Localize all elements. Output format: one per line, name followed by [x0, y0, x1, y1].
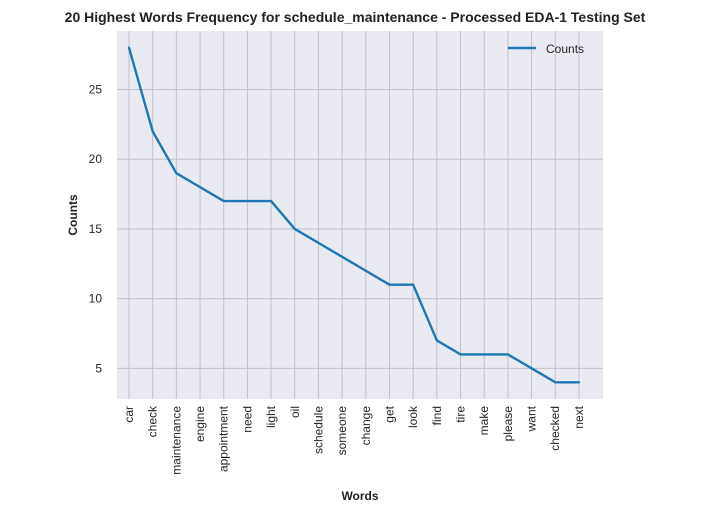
x-tick-label: check — [146, 405, 160, 437]
x-axis-label: Words — [341, 489, 378, 503]
y-tick-label: 10 — [89, 292, 103, 306]
series-layer — [127, 46, 581, 384]
x-tick-label: make — [477, 406, 491, 436]
x-tick-label: tire — [454, 406, 468, 423]
x-tick-label: light — [264, 405, 278, 428]
legend: Counts — [508, 42, 584, 56]
y-tick-label: 25 — [89, 83, 103, 97]
y-tick-label: 20 — [89, 152, 103, 166]
x-tick-label: want — [525, 405, 539, 432]
x-tick-label: appointment — [217, 405, 231, 472]
grid — [117, 31, 603, 399]
x-tick-label: schedule — [311, 406, 325, 454]
x-tick-label: please — [501, 406, 515, 442]
x-tick-label: oil — [288, 406, 302, 418]
x-tick-label: car — [122, 406, 136, 423]
x-axis-ticks: car check maintenance engine appointment need… — [122, 405, 586, 475]
plot-area — [117, 31, 603, 399]
x-tick-label: engine — [193, 406, 207, 442]
x-tick-label: look — [406, 405, 420, 428]
legend-label-counts: Counts — [546, 42, 584, 56]
x-tick-label: someone — [335, 406, 349, 456]
series-line-counts — [127, 46, 581, 384]
x-tick-label: get — [382, 405, 396, 422]
y-axis-label: Counts — [66, 194, 80, 236]
chart-title: 20 Highest Words Frequency for schedule_… — [65, 9, 646, 25]
x-tick-label: change — [359, 406, 373, 446]
y-axis-ticks: 5 10 15 20 25 — [89, 83, 103, 376]
x-tick-label: checked — [548, 406, 562, 451]
x-tick-label: need — [240, 406, 254, 433]
x-tick-label: next — [572, 405, 586, 428]
x-tick-label: find — [430, 406, 444, 425]
y-tick-label: 5 — [95, 361, 102, 375]
x-tick-label: maintenance — [169, 406, 183, 475]
y-tick-label: 15 — [89, 222, 103, 236]
